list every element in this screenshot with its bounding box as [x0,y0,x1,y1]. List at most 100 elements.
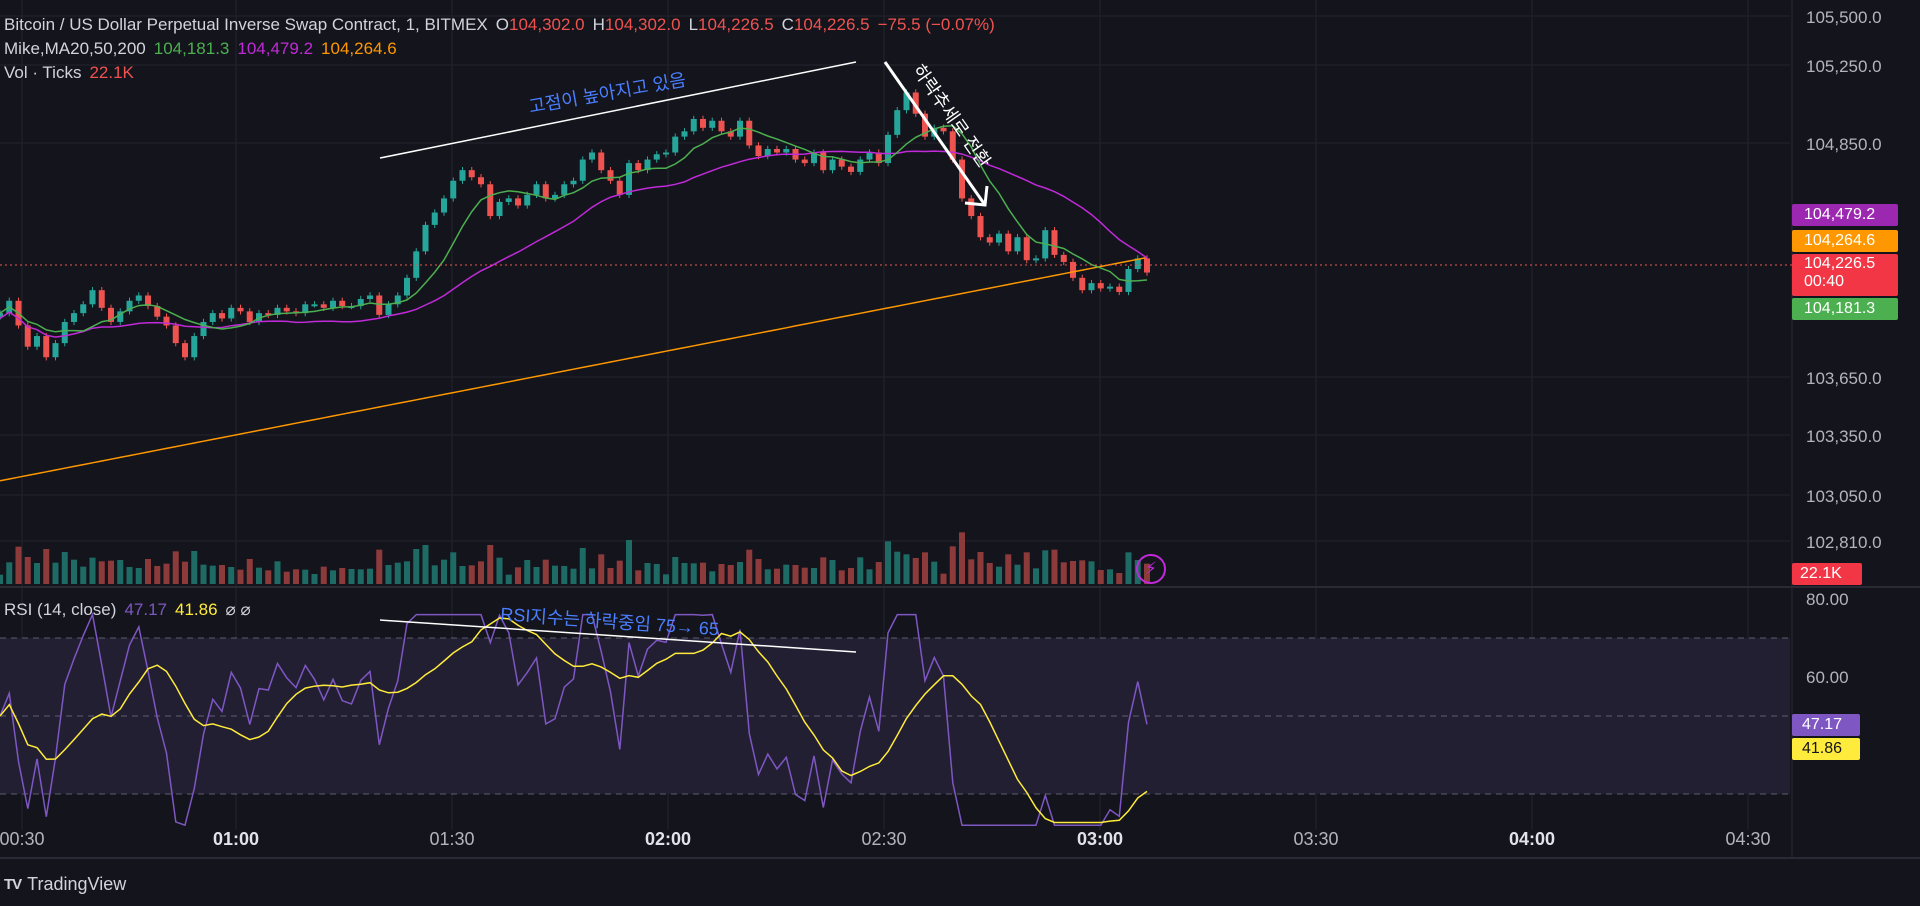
candle-body [505,198,512,202]
rsi-note-label: RSI지수는 하락중임 75→ 65 [500,604,720,639]
candle-body [1014,237,1021,252]
candle-body [607,170,614,181]
rsi-badge: 47.17 [1792,714,1860,736]
candle-body [459,170,466,181]
time-axis-label: 01:00 [213,829,259,849]
rsi-visibility-icons[interactable]: ⌀ ⌀ [225,600,251,619]
volume-bar [1107,569,1113,584]
candle-body [265,313,272,316]
volume-bar [931,561,938,584]
candle-body [552,194,558,199]
volume-bar [89,557,96,584]
flash-icon[interactable]: ⚡ [1136,554,1166,584]
candle-body [376,295,383,315]
volume-bar [829,560,836,584]
volume-bar [570,568,577,584]
candle-body [431,212,438,225]
volume-bar [385,565,392,584]
volume-bar [191,551,198,584]
candle-body [1134,258,1141,269]
candle-body [626,163,632,195]
price-axis-label: 103,050.0 [1806,487,1882,506]
volume-bar [653,564,660,584]
time-axis-label: 02:00 [645,829,691,849]
volume-bar [811,568,817,584]
volume-bar [228,567,235,584]
volume-bar [968,559,975,584]
candle-body [34,336,40,347]
candle-body [302,304,309,314]
volume-bar [709,571,716,584]
rsi-axis-label: 60.00 [1806,668,1849,687]
candle-body [108,307,114,322]
footer: TV TradingView [0,862,1920,906]
volume-bar [727,565,734,584]
volume-bar [718,564,725,584]
volume-bar [431,565,438,584]
candle-body [949,131,956,160]
candle-body [616,180,623,195]
open-value: 104,302.0 [509,15,585,34]
candle-body [857,159,864,172]
volume-bar [690,563,697,584]
ma20-price-badge: 104,181.3 [1792,298,1898,320]
volume-bar [80,566,87,584]
ma-indicator-name: Mike,MA20,50,200 [4,39,146,58]
candle-body [959,159,965,199]
candle-body [755,145,762,157]
candle-body [1070,261,1076,278]
volume-bar [34,563,40,584]
trend-change-arrow [883,61,987,206]
candle-body [644,159,651,171]
volume-bar [330,570,336,584]
volume-bar [524,560,531,584]
candle-body [700,118,706,128]
candle-body [1097,283,1104,289]
rsi-ma-line [0,617,1148,824]
candle-body [496,201,503,217]
legend-ma-row[interactable]: Mike,MA20,50,200 104,181.3 104,479.2 104,26… [4,38,405,60]
candle-body [811,152,817,164]
tradingview-logo-icon[interactable]: TV [4,875,22,893]
volume-bar [940,573,947,584]
rsi-ma-value: 41.86 [174,600,218,619]
higher-highs-label: 고점이 높아지고 있음 [527,70,687,117]
candle-body [875,152,882,164]
candle-body [635,163,642,171]
candle-body [1088,283,1095,291]
candle-body [820,152,827,171]
legend-volume-row[interactable]: Vol · Ticks 22.1K [4,62,142,84]
candle-body [774,148,780,153]
candle-body [191,336,198,358]
candle-body [339,300,346,307]
candle-body [940,127,947,132]
volume-bar [209,565,216,584]
ma200-line [0,256,1148,482]
volume-bar [200,564,207,584]
volume-bar [24,557,31,584]
candle-body [598,152,605,171]
candle-body [200,321,207,337]
candle-body [126,300,133,312]
volume-bar [959,532,965,584]
volume-bar [311,574,318,584]
volume-badge: 22.1K [1792,563,1862,585]
candle-body [404,277,410,296]
volume-bar [903,554,910,584]
volume-bar [348,569,355,584]
volume-bar [792,565,799,584]
volume-bar [478,561,484,584]
legend-rsi-row[interactable]: RSI (14, close) 47.17 41.86 ⌀ ⌀ [4,599,259,621]
candle-body [487,184,494,217]
candle-body [690,118,697,132]
rsi-line [0,612,1148,827]
candle-body [885,134,891,164]
ma50-price-badge: 104,479.2 [1792,204,1898,226]
price-axis-label: 103,650.0 [1806,369,1882,388]
volume-bar [0,574,3,584]
volume-bar [820,557,827,584]
volume-bar [394,562,401,584]
brand-name[interactable]: TradingView [27,873,127,894]
candle-body [394,295,401,305]
